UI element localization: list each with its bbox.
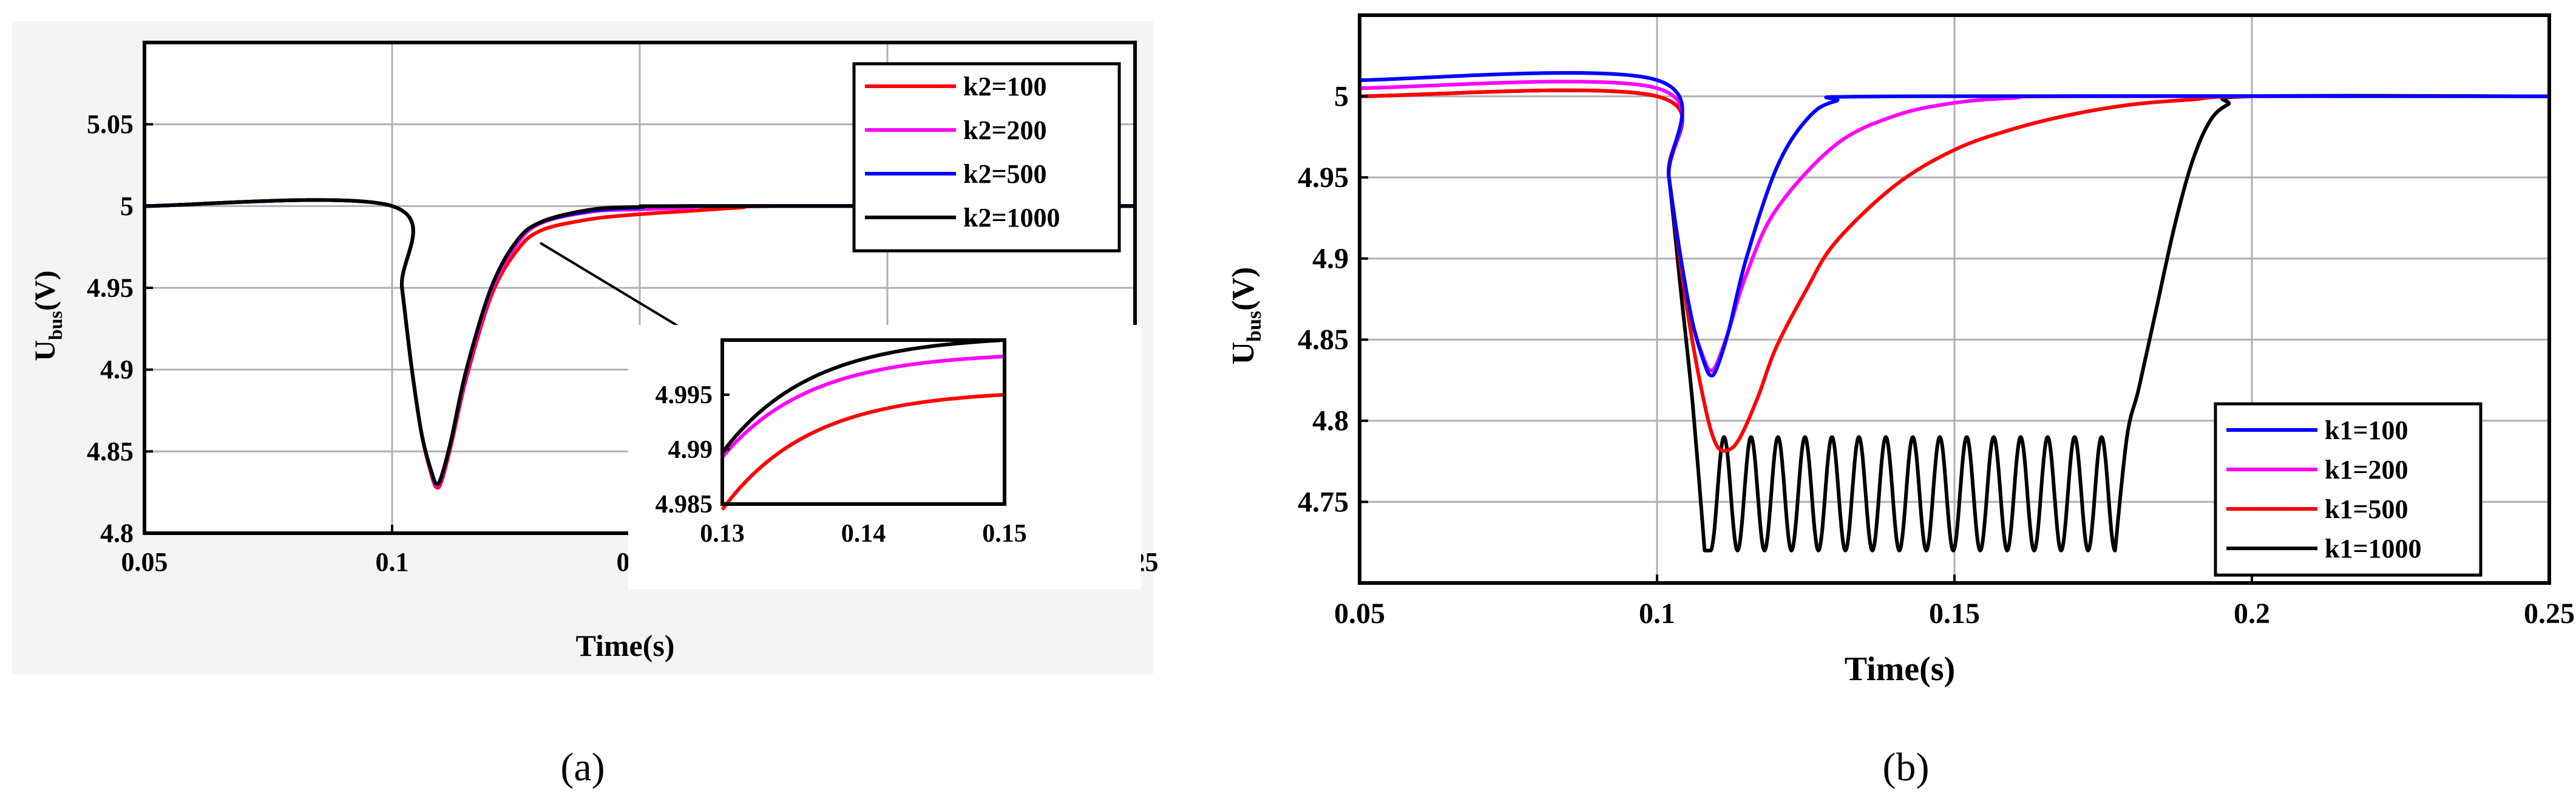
- panel-b-ytick-label-4: 4.95: [1298, 162, 1349, 194]
- panel-b-ytick-label-1: 4.8: [1312, 405, 1349, 437]
- panel-b-ytick-label-0: 4.75: [1298, 486, 1349, 518]
- panel-a-ytick-label-3: 4.95: [87, 273, 134, 303]
- panel-a-legend-label-0: k2=100: [963, 72, 1047, 101]
- panel-a-inset-series-k2=100: [720, 393, 1005, 511]
- panel-b-ylabel-main: U: [1226, 342, 1261, 365]
- panel-b-xtick-label-0: 0.05: [1334, 598, 1385, 630]
- panel-a-ytick-label-5: 5.05: [87, 109, 134, 139]
- panel-b-legend-label-2: k1=500: [2325, 494, 2408, 524]
- panel-a-inset-ticks: 0.13 0.14 0.15 4.985 4.99 4.995: [656, 381, 1027, 548]
- panel-b: 0.05 0.1 0.15 0.2 0.25 4.75 4.8 4.85 4.9 4.95 5 T…: [1226, 13, 2575, 789]
- panel-a-legend-label-2: k2=500: [963, 159, 1047, 189]
- panel-a-inset-xtick-label-0: 0.13: [700, 520, 745, 548]
- panel-a-xlabel: Time(s): [576, 629, 675, 663]
- panel-a-ytick-label-0: 4.8: [100, 519, 134, 548]
- panel-a-inset-frame: [720, 338, 1006, 506]
- panel-b-xtick-label-3: 0.2: [2234, 598, 2270, 630]
- panel-b-x-ticks: 0.05 0.1 0.15 0.2 0.25: [1334, 574, 2575, 630]
- panel-a-ylabel-tail: (V): [29, 270, 61, 311]
- panel-a-legend-box: [852, 62, 1121, 253]
- panel-b-xlabel: Time(s): [1845, 650, 1956, 688]
- panel-b-ylabel-sub: bus: [1243, 311, 1266, 342]
- panel-a-inset-ytick-label-1: 4.99: [668, 436, 713, 464]
- panel-a-inset-series-k2=1000: [720, 338, 1005, 454]
- panel-b-xtick-label-4: 0.25: [2524, 598, 2575, 630]
- panel-a-y-ticks: 4.8 4.85 4.9 4.95 5 5.05: [87, 109, 153, 548]
- panel-a-legend-label-1: k2=200: [963, 115, 1047, 145]
- panel-a-legend-label-3: k2=1000: [963, 203, 1060, 233]
- panel-b-y-ticks: 4.75 4.8 4.85 4.9 4.95 5: [1298, 80, 1368, 518]
- panel-b-legend-label-3: k1=1000: [2325, 534, 2422, 564]
- panel-a-series: [144, 198, 1136, 490]
- panel-a-ytick-label-4: 5: [120, 191, 134, 221]
- panel-b-ytick-label-3: 4.9: [1312, 243, 1349, 275]
- panel-a-inset-xtick-label-1: 0.14: [841, 520, 886, 548]
- panel-a-xtick-label-0: 0.05: [121, 547, 168, 577]
- panel-a-inset-ytick-label-2: 4.995: [656, 381, 713, 409]
- panel-a-ytick-label-2: 4.9: [100, 355, 134, 384]
- panel-b-xtick-label-1: 0.1: [1639, 598, 1675, 630]
- panel-b-legend: k1=100 k1=200 k1=500 k1=1000: [2214, 402, 2483, 577]
- panel-a-series-k2=1000: [144, 198, 1136, 486]
- panel-a-inset-series: [720, 338, 1005, 511]
- panel-a-inset-plot-area: [722, 340, 1005, 504]
- panel-a-legend: k2=100 k2=200 k2=500 k2=1000: [852, 62, 1121, 253]
- panel-a-inset-series-k2=200: [720, 355, 1005, 458]
- panel-b-caption: (b): [1883, 745, 1930, 789]
- panel-a-ytick-label-1: 4.85: [87, 437, 134, 466]
- panel-a-inset-ytick-label-0: 4.985: [656, 491, 713, 519]
- panel-b-legend-label-0: k1=100: [2325, 415, 2408, 445]
- panel-a-xtick-label-1: 0.1: [376, 547, 409, 577]
- panel-a-ylabel-sub: bus: [44, 311, 66, 340]
- panel-a-caption: (a): [560, 745, 605, 789]
- panel-b-ytick-label-2: 4.85: [1298, 324, 1349, 356]
- panel-b-ytick-label-5: 5: [1334, 80, 1349, 112]
- panel-a-inset-xtick-label-2: 0.15: [982, 520, 1027, 548]
- panel-b-series-k1=1000: [1359, 88, 2550, 553]
- panel-b-ylabel-tail: (V): [1226, 267, 1261, 311]
- panel-a-ylabel-main: U: [29, 340, 61, 361]
- panel-b-xtick-label-2: 0.15: [1929, 598, 1980, 630]
- panel-b-legend-label-1: k1=200: [2325, 455, 2408, 485]
- panel-a-ylabel: Ubus(V): [29, 270, 66, 361]
- panel-b-series-k1=100: [1359, 71, 2550, 378]
- panel-b-series: [1359, 71, 2550, 553]
- panel-b-ylabel: Ubus(V): [1226, 267, 1266, 365]
